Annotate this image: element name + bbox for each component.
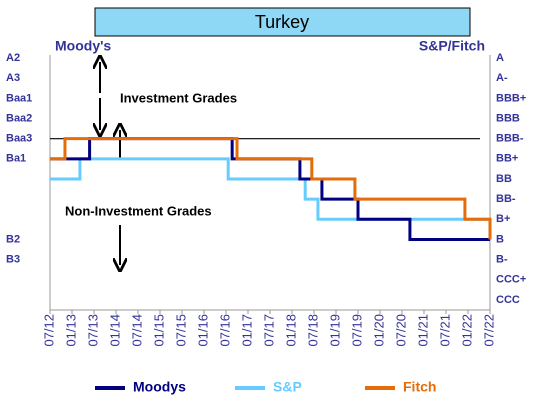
title-box <box>94 7 471 37</box>
y-tick-label: B2 <box>6 233 20 245</box>
legend-label: Moodys <box>133 379 186 395</box>
annotation: Non-Investment Grades <box>65 203 212 218</box>
y2-tick-label: BBB+ <box>496 92 526 104</box>
x-tick-label: 01/19 <box>327 314 342 347</box>
y2-tick-label: BB <box>496 173 512 185</box>
x-tick-label: 01/22 <box>459 314 474 347</box>
y2-tick-label: B+ <box>496 213 510 225</box>
x-tick-label: 01/13 <box>63 314 78 347</box>
x-tick-label: 07/12 <box>41 314 56 347</box>
y2-tick-label: BBB <box>496 112 520 124</box>
x-tick-label: 07/13 <box>85 314 100 347</box>
x-tick-label: 07/18 <box>305 314 320 347</box>
x-tick-label: 07/19 <box>349 314 364 347</box>
x-tick-label: 07/17 <box>261 314 276 347</box>
series-line <box>50 137 490 241</box>
y-tick-label: Baa1 <box>6 92 32 104</box>
left-axis-title: Moody's <box>55 38 111 54</box>
x-tick-label: 01/18 <box>283 314 298 347</box>
y-tick-label: Ba1 <box>6 153 26 165</box>
y2-tick-label: BB- <box>496 193 516 205</box>
y2-tick-label: BB+ <box>496 153 518 165</box>
y-tick-label: B3 <box>6 254 20 266</box>
y2-tick-label: CCC+ <box>496 274 526 286</box>
y-tick-label: A3 <box>6 72 20 84</box>
right-axis-title: S&P/Fitch <box>419 38 485 54</box>
x-tick-label: 01/17 <box>239 314 254 347</box>
y2-tick-label: B <box>496 233 504 245</box>
legend-label: S&P <box>273 379 302 395</box>
x-tick-label: 07/16 <box>217 314 232 347</box>
chart-title: Turkey <box>255 12 309 32</box>
x-tick-label: 01/21 <box>415 314 430 347</box>
y2-tick-label: BBB- <box>496 133 524 145</box>
y-tick-label: A2 <box>6 52 20 64</box>
x-tick-label: 01/16 <box>195 314 210 347</box>
y2-tick-label: CCC <box>496 294 520 306</box>
x-tick-label: 01/14 <box>107 314 122 347</box>
x-tick-label: 07/21 <box>437 314 452 347</box>
x-tick-label: 07/15 <box>173 314 188 347</box>
y-tick-label: Baa3 <box>6 133 32 145</box>
x-tick-label: 07/22 <box>481 314 496 347</box>
annotation: Investment Grades <box>120 90 237 105</box>
x-tick-label: 01/20 <box>371 314 386 347</box>
y2-tick-label: A <box>496 52 504 64</box>
series-line <box>50 137 492 240</box>
legend-label: Fitch <box>403 379 436 395</box>
x-tick-label: 01/15 <box>151 314 166 347</box>
y2-tick-label: A- <box>496 72 508 84</box>
x-tick-label: 07/14 <box>129 314 144 347</box>
y-tick-label: Baa2 <box>6 112 32 124</box>
y2-tick-label: B- <box>496 254 508 266</box>
x-tick-label: 07/20 <box>393 314 408 347</box>
